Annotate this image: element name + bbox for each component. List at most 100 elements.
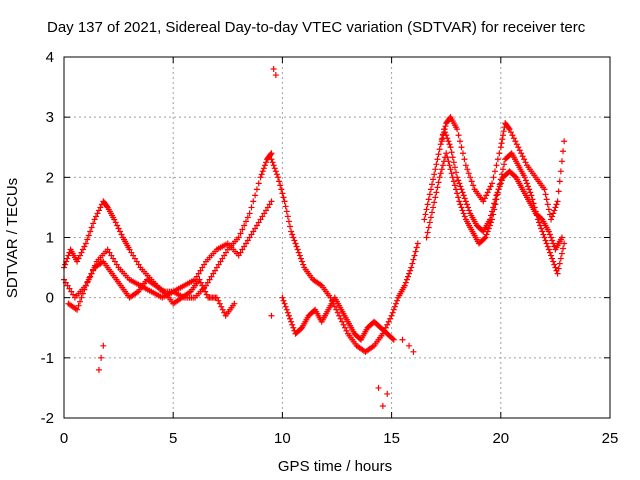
data-point <box>287 315 294 322</box>
data-point <box>133 258 140 265</box>
data-point <box>431 199 438 206</box>
data-point <box>250 228 257 235</box>
data-point <box>255 180 262 187</box>
data-point <box>65 252 72 259</box>
x-tick-label: 25 <box>602 430 619 447</box>
data-point <box>261 162 268 169</box>
data-point <box>273 171 280 178</box>
data-point <box>461 213 468 220</box>
data-point <box>454 126 461 133</box>
data-point <box>426 219 433 226</box>
data-point <box>221 252 228 259</box>
data-point <box>85 276 92 283</box>
data-point <box>212 267 219 274</box>
data-point <box>221 309 228 316</box>
data-point <box>268 198 275 205</box>
data-point <box>487 219 494 226</box>
data-point <box>465 170 472 177</box>
data-point <box>524 180 531 187</box>
data-point <box>88 270 95 277</box>
data-point <box>74 306 81 313</box>
data-point <box>284 309 291 316</box>
data-point <box>490 211 497 218</box>
data-point <box>277 182 284 189</box>
data-point <box>434 184 441 191</box>
data-point <box>263 207 270 214</box>
data-point <box>90 220 97 227</box>
data-point <box>446 141 453 148</box>
data-point <box>95 207 102 214</box>
data-point <box>533 212 540 219</box>
data-point <box>289 321 296 328</box>
data-point <box>458 144 465 151</box>
data-point <box>541 234 548 241</box>
data-points <box>61 66 568 409</box>
data-point <box>237 249 244 256</box>
data-point <box>468 178 475 185</box>
data-point <box>549 213 556 220</box>
data-point <box>497 176 504 183</box>
data-point <box>532 208 539 215</box>
data-point <box>542 237 549 244</box>
data-point <box>293 243 300 250</box>
data-point <box>512 138 519 145</box>
data-point <box>560 148 567 155</box>
data-point <box>510 135 517 142</box>
data-point <box>82 240 89 247</box>
data-point <box>549 237 556 244</box>
data-point <box>457 183 464 190</box>
data-point <box>483 231 490 238</box>
data-point <box>470 182 477 189</box>
data-point <box>282 203 289 210</box>
data-point <box>443 150 450 157</box>
axes: 0 5 10 15 20 25 -2 -1 0 1 2 3 4 <box>41 49 619 447</box>
data-point <box>554 270 561 277</box>
data-point <box>546 231 553 238</box>
data-point <box>413 244 420 251</box>
data-point <box>215 261 222 268</box>
data-point <box>252 225 259 232</box>
data-point <box>542 191 549 198</box>
data-point <box>243 218 249 225</box>
data-point <box>439 162 446 169</box>
data-point <box>85 232 92 239</box>
data-point <box>279 190 286 197</box>
data-point <box>280 297 287 304</box>
data-point <box>88 224 95 231</box>
data-point <box>244 237 251 244</box>
data-point <box>439 135 446 142</box>
data-point <box>460 192 467 199</box>
data-point <box>551 261 558 268</box>
data-point <box>111 216 118 223</box>
data-point <box>379 402 386 409</box>
data-point <box>483 192 490 199</box>
data-point <box>557 255 564 262</box>
data-point <box>278 186 285 193</box>
data-point <box>237 230 244 237</box>
data-point <box>436 174 443 181</box>
data-point <box>287 223 294 230</box>
data-point <box>81 286 88 293</box>
data-point <box>496 181 503 188</box>
data-point <box>448 170 455 177</box>
data-point <box>279 294 286 301</box>
data-point <box>204 279 211 286</box>
data-point <box>448 149 455 156</box>
data-point <box>550 258 557 265</box>
data-point <box>427 214 434 221</box>
data-point <box>545 246 552 253</box>
data-point <box>540 231 547 238</box>
data-point <box>423 234 430 241</box>
data-point <box>538 215 545 222</box>
data-point <box>489 216 496 223</box>
data-point <box>412 248 419 255</box>
data-point <box>485 225 492 232</box>
data-point <box>432 194 439 201</box>
data-point <box>494 156 501 163</box>
data-point <box>202 288 209 295</box>
data-point <box>441 126 448 133</box>
x-tick-label: 20 <box>492 430 509 447</box>
data-point <box>429 181 436 188</box>
data-point <box>438 138 445 145</box>
data-point <box>526 186 533 193</box>
